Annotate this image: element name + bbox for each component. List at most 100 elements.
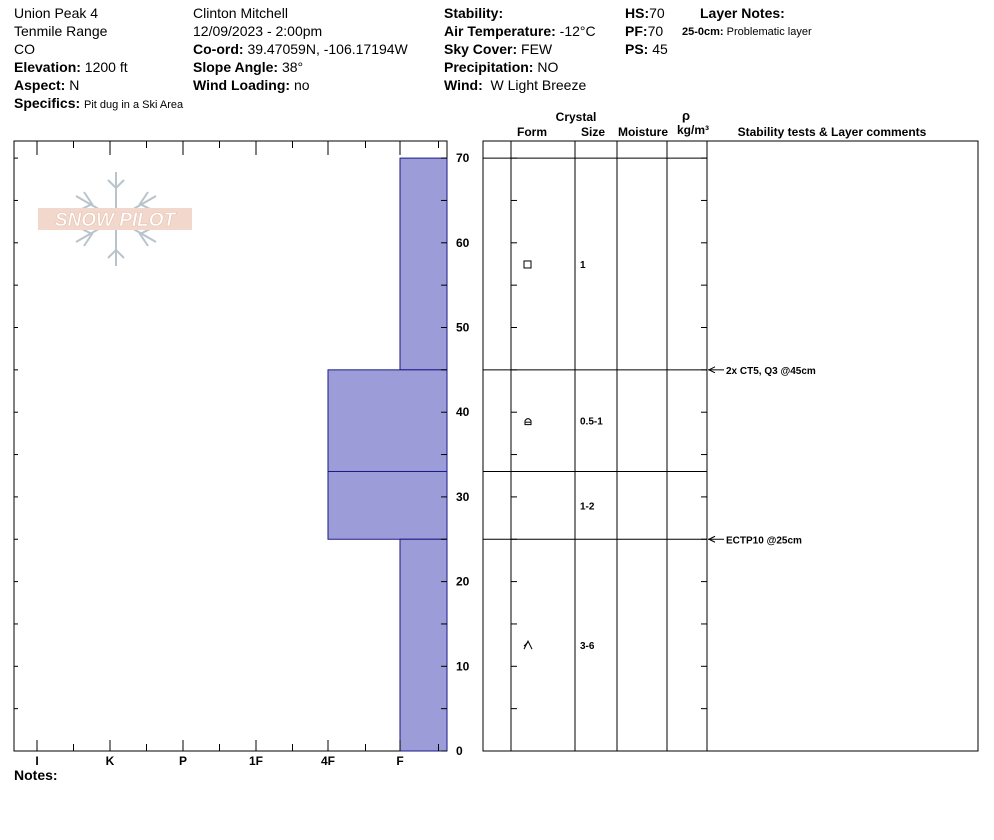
layer-note-range: 25-0cm: xyxy=(682,26,724,38)
pf-label: PF: xyxy=(625,23,648,39)
depth-hoar-icon xyxy=(523,640,533,650)
aspect-value: N xyxy=(69,77,80,93)
depth-tick-label: 0 xyxy=(456,744,463,758)
density-unit-header: kg/m³ xyxy=(677,123,709,137)
sky-cover: Sky Cover: FEW xyxy=(444,40,552,58)
sky-value: FEW xyxy=(521,41,553,57)
specifics: Specifics: Pit dug in a Ski Area xyxy=(14,94,183,114)
hardness-bars xyxy=(327,157,448,752)
moisture-header: Moisture xyxy=(618,125,668,139)
stability-label: Stability: xyxy=(444,5,504,21)
depth-tick-label: 30 xyxy=(456,490,470,504)
layer-cells: 1 0.5-1 1-2 3-6 xyxy=(523,260,603,652)
stability-tests: 2x CT5, Q3 @45cm ECTP10 @25cm xyxy=(707,366,816,546)
logo-banner xyxy=(38,208,192,230)
coordinates: Co-ord: 39.47059N, -106.17194W xyxy=(193,40,408,58)
crystal-size: 3-6 xyxy=(580,641,595,652)
form-header: Form xyxy=(517,125,547,139)
comments-header: Stability tests & Layer comments xyxy=(738,125,927,139)
aspect-label: Aspect: xyxy=(14,77,66,93)
pf-value: 70 xyxy=(647,23,664,39)
layer-note-text: Problematic layer xyxy=(726,26,812,38)
depth-tick-label: 50 xyxy=(456,321,470,335)
depth-tick-label: 60 xyxy=(456,236,470,250)
size-header: Size xyxy=(581,125,605,139)
precip-value: NO xyxy=(537,59,559,75)
layer-note: 25-0cm: Problematic layer xyxy=(682,23,812,41)
hardness-bar xyxy=(327,369,448,472)
crystal-size: 0.5-1 xyxy=(580,417,603,428)
depth-hoar-chevron xyxy=(523,640,533,650)
density-column-ticks xyxy=(511,157,707,710)
logo-text: SNOW PILOT xyxy=(55,210,177,231)
rounding-facet-icon xyxy=(524,418,532,426)
hs: HS:70 xyxy=(625,4,665,22)
layer-table-frame xyxy=(482,140,979,752)
ps-label: PS: xyxy=(625,41,649,57)
aspect: Aspect: N xyxy=(14,76,79,94)
notes-label: Notes: xyxy=(14,767,58,783)
facet-square-icon xyxy=(523,260,532,269)
ps-value: 45 xyxy=(652,41,668,57)
depth-tick-label: 40 xyxy=(456,405,470,419)
elevation-label: Elevation: xyxy=(14,59,81,75)
test-arrow-head xyxy=(707,535,716,543)
stability-test: ECTP10 @25cm xyxy=(707,535,802,546)
air-temp-label: Air Temperature: xyxy=(444,23,556,39)
hardness-tick-label: I xyxy=(35,754,38,768)
wind-loading-value: no xyxy=(293,77,310,93)
pf: PF:70 xyxy=(625,22,663,40)
hardness-bar xyxy=(399,157,448,371)
ps: PS: 45 xyxy=(625,40,668,58)
observer-name: Clinton Mitchell xyxy=(193,5,288,21)
hs-label: HS: xyxy=(625,5,650,21)
hardness-tick-label: 4F xyxy=(321,754,335,768)
specifics-label: Specifics: xyxy=(14,95,81,111)
site-state: CO xyxy=(14,41,35,57)
stability-test-label: ECTP10 @25cm xyxy=(726,535,802,546)
hardness-axis: I K P 1F 4F F xyxy=(35,141,439,768)
slope-value: 38° xyxy=(281,59,304,75)
wind-loading-label: Wind Loading: xyxy=(193,77,291,93)
site-range: Tenmile Range xyxy=(14,23,108,39)
depth-tick-label: 10 xyxy=(456,659,470,673)
crystal-size: 1-2 xyxy=(580,501,595,512)
precip-label: Precipitation: xyxy=(444,59,534,75)
depth-hoar-stroke xyxy=(523,641,529,647)
precipitation: Precipitation: NO xyxy=(444,58,558,76)
hardness-bar xyxy=(327,470,448,540)
elevation: Elevation: 1200 ft xyxy=(14,58,128,76)
coord-label: Co-ord: xyxy=(193,41,244,57)
specifics-value: Pit dug in a Ski Area xyxy=(84,99,184,111)
air-temperature: Air Temperature: -12°C xyxy=(444,22,596,40)
elevation-value: 1200 ft xyxy=(84,59,128,75)
hardness-tick-label: P xyxy=(179,754,187,768)
hardness-tick-label: F xyxy=(396,754,403,768)
air-temp-value: -12°C xyxy=(559,23,596,39)
observation-datetime: 12/09/2023 - 2:00pm xyxy=(193,23,323,39)
stability-test: 2x CT5, Q3 @45cm xyxy=(707,366,816,377)
site-name: Union Peak 4 xyxy=(14,5,99,21)
hardness-tick-label: 1F xyxy=(249,754,263,768)
wind-label: Wind: xyxy=(444,77,483,93)
wind-loading: Wind Loading: no xyxy=(193,76,310,94)
sky-label: Sky Cover: xyxy=(444,41,518,57)
wind-value: W Light Breeze xyxy=(490,77,587,93)
layer-notes-title: Layer Notes: xyxy=(700,5,785,21)
coord-value: 39.47059N, -106.17194W xyxy=(247,41,408,57)
depth-tick-label: 70 xyxy=(456,151,470,165)
crystal-size: 1 xyxy=(580,260,586,271)
test-arrow-head xyxy=(707,366,716,374)
slope-angle: Slope Angle: 38° xyxy=(193,58,303,76)
wind: Wind: W Light Breeze xyxy=(444,76,586,94)
hardness-tick-label: K xyxy=(106,754,115,768)
stability: Stability: xyxy=(444,4,503,22)
crystal-header: Crystal xyxy=(556,110,597,124)
depth-tick-label: 20 xyxy=(456,575,470,589)
rho-header: ρ xyxy=(682,108,690,123)
layer-boundaries xyxy=(483,157,707,540)
hs-value: 70 xyxy=(649,5,665,21)
stability-test-label: 2x CT5, Q3 @45cm xyxy=(726,366,816,377)
rounding-facet-shape xyxy=(524,418,532,426)
